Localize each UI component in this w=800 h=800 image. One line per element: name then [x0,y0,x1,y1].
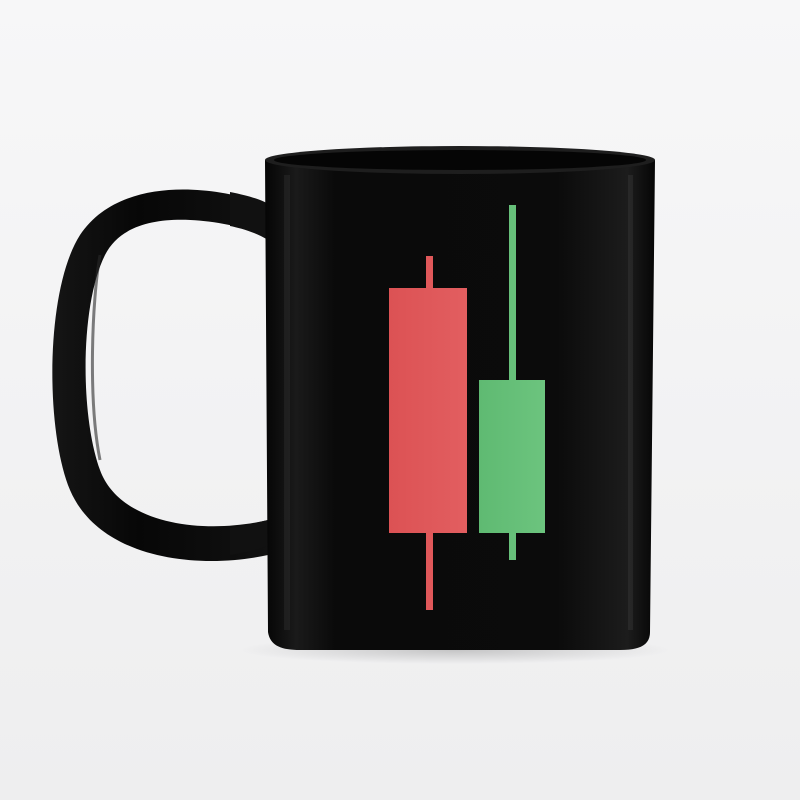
mug-handle [52,189,268,562]
bearish-candle-body [389,288,467,533]
bullish-candle-body [479,380,545,533]
bearish-candle [389,256,467,610]
candlestick-print [389,205,545,610]
bullish-candle [479,205,545,560]
mug-opening [274,150,646,170]
body-highlight [284,175,290,630]
body-highlight-right [628,175,633,630]
